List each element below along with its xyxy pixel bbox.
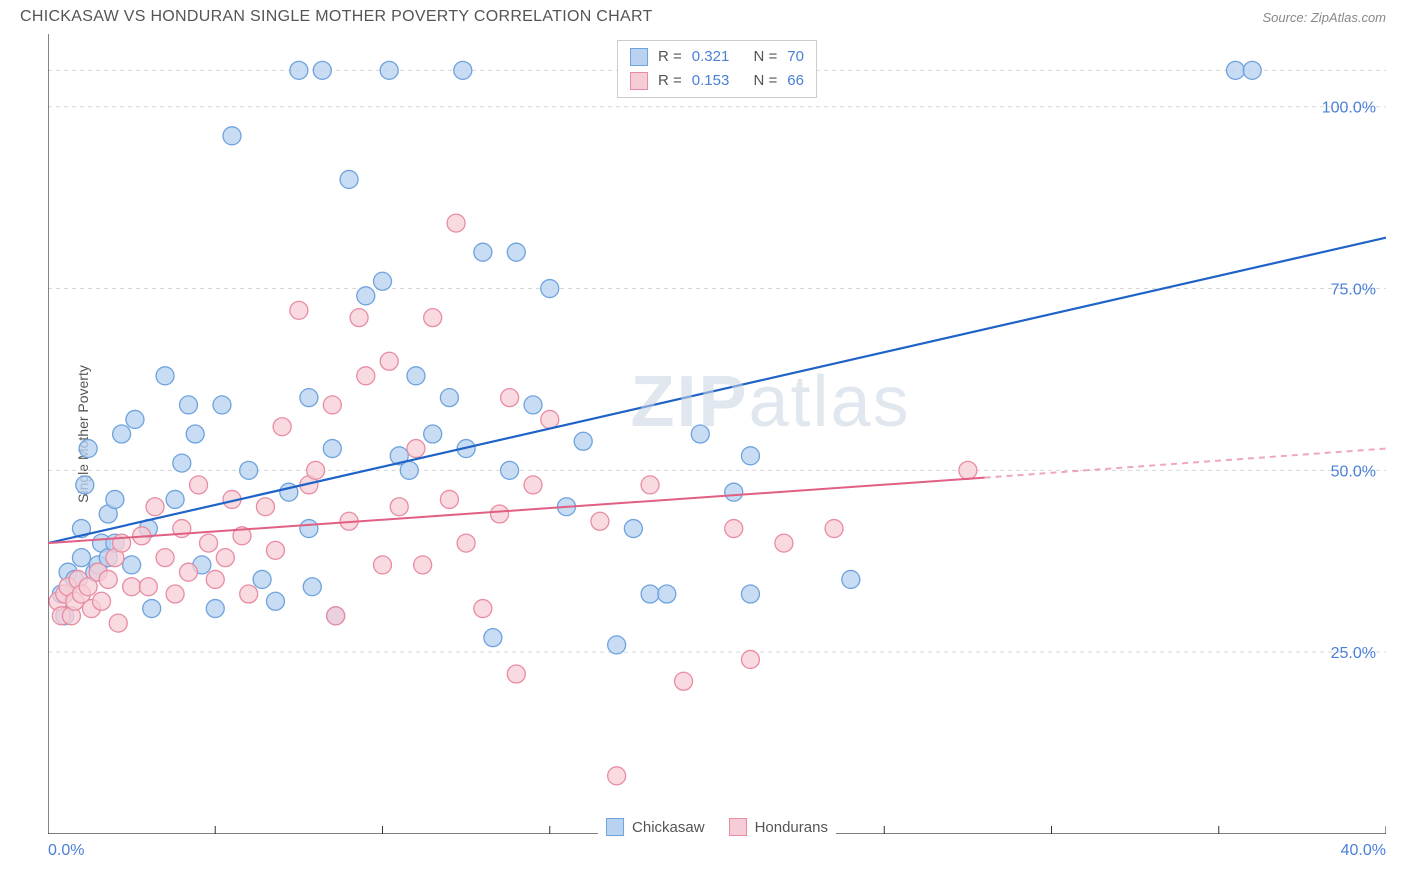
r-value-hondurans: 0.153 [692, 69, 730, 93]
r-label: R = [658, 45, 682, 69]
legend-label: Hondurans [755, 819, 828, 836]
swatch-chickasaw [630, 48, 648, 66]
legend-label: Chickasaw [632, 819, 705, 836]
n-value-chickasaw: 70 [787, 45, 804, 69]
svg-text:100.0%: 100.0% [1322, 100, 1376, 117]
title-bar: CHICKASAW VS HONDURAN SINGLE MOTHER POVE… [0, 0, 1406, 30]
n-label: N = [754, 69, 778, 93]
source-label: Source: ZipAtlas.com [1262, 10, 1386, 25]
swatch-icon [606, 818, 624, 836]
chart-title: CHICKASAW VS HONDURAN SINGLE MOTHER POVE… [20, 8, 653, 26]
n-label: N = [754, 45, 778, 69]
legend-item-chickasaw: Chickasaw [606, 818, 705, 836]
svg-text:75.0%: 75.0% [1331, 282, 1376, 299]
r-label: R = [658, 69, 682, 93]
plot-area: Single Mother Poverty ZIPatlas 25.0%50.0… [48, 34, 1386, 834]
bottom-legend: Chickasaw Hondurans [598, 818, 836, 836]
swatch-hondurans [630, 72, 648, 90]
stats-row-hondurans: R = 0.153 N = 66 [630, 69, 804, 93]
r-value-chickasaw: 0.321 [692, 45, 730, 69]
x-max-label: 40.0% [1341, 842, 1386, 860]
n-value-hondurans: 66 [787, 69, 804, 93]
scatter-plot-svg: 25.0% 50.0% 75.0% 100.0% [48, 34, 1386, 834]
svg-text:50.0%: 50.0% [1331, 463, 1376, 480]
stats-row-chickasaw: R = 0.321 N = 70 [630, 45, 804, 69]
x-min-label: 0.0% [48, 842, 84, 860]
stats-legend: R = 0.321 N = 70 R = 0.153 N = 66 [617, 40, 817, 98]
swatch-icon [729, 818, 747, 836]
legend-item-hondurans: Hondurans [729, 818, 828, 836]
svg-text:25.0%: 25.0% [1331, 645, 1376, 662]
